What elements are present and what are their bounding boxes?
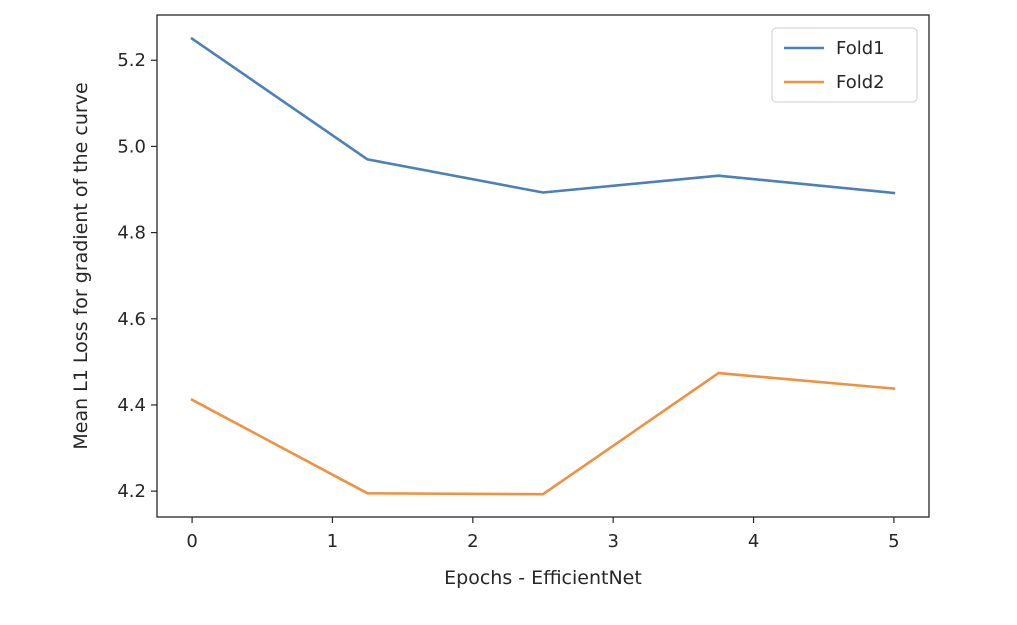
legend: Fold1 Fold2: [771, 27, 918, 103]
x-tick-label: 0: [186, 531, 197, 552]
y-tick-label: 4.8: [117, 223, 146, 244]
y-axis-ticks: 4.2 4.4 4.6 4.8 5.0 5.2: [117, 50, 157, 502]
y-tick-label: 5.0: [117, 136, 146, 157]
x-tick-label: 4: [748, 531, 759, 552]
x-tick-label: 5: [888, 531, 899, 552]
y-tick-label: 5.2: [117, 50, 146, 71]
plot-area-frame: [156, 14, 930, 518]
legend-label-fold2: Fold2: [836, 72, 885, 93]
legend-box: [771, 27, 918, 103]
y-tick-label: 4.6: [117, 309, 146, 330]
x-tick-label: 2: [467, 531, 478, 552]
legend-label-fold1: Fold1: [836, 38, 885, 59]
series-line-fold2: [190, 371, 896, 496]
x-tick-label: 3: [607, 531, 618, 552]
y-tick-label: 4.4: [117, 395, 146, 416]
x-tick-label: 1: [327, 531, 338, 552]
x-axis-ticks: 0 1 2 3 4 5: [186, 517, 900, 552]
y-tick-label: 4.2: [117, 481, 146, 502]
x-axis-label: Epochs - EfficientNet: [444, 567, 642, 589]
series-layer: [190, 36, 896, 496]
y-axis-label: Mean L1 Loss for gradient of the curve: [70, 82, 92, 449]
series-line-fold1: [190, 36, 896, 195]
